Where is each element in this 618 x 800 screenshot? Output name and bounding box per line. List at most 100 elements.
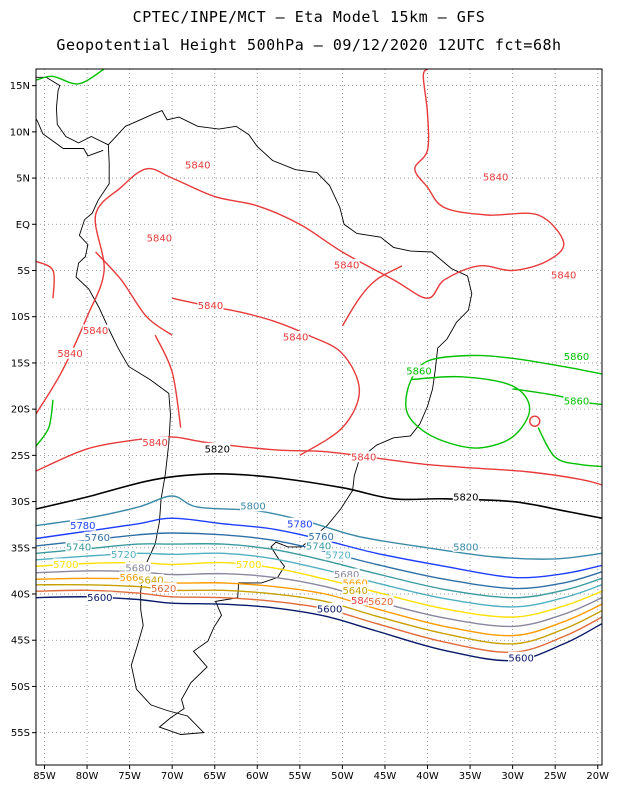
- contour-label-5860: 5860: [564, 396, 589, 407]
- contour-label-bg: [204, 442, 231, 454]
- lon-tick-label: 50W: [331, 771, 354, 782]
- lon-tick-label: 45W: [374, 771, 397, 782]
- lon-tick-label: 60W: [246, 771, 269, 782]
- contour-5820: [36, 472, 602, 519]
- contour-label-bg: [110, 548, 137, 560]
- contour-label-5840: 5840: [283, 333, 308, 344]
- contour-label-bg: [367, 595, 394, 607]
- contour-label-bg: [65, 540, 92, 552]
- contour-5860: [405, 354, 602, 449]
- contour-label-bg: [240, 500, 267, 512]
- contour-label-bg: [350, 451, 377, 463]
- contour-label-5860: 5860: [564, 352, 589, 363]
- contour-label-bg: [84, 531, 111, 543]
- contour-label-5600: 5600: [317, 604, 342, 615]
- lat-tick-label: 15S: [11, 358, 30, 369]
- contour-5860: [537, 427, 602, 468]
- contour-label-5840: 5840: [351, 453, 376, 464]
- lat-tick-label: EQ: [16, 220, 30, 231]
- contour-label-bg: [563, 350, 590, 362]
- contour-label-bg: [69, 519, 96, 531]
- lon-tick-label: 40W: [416, 771, 439, 782]
- contour-label-bg: [563, 394, 590, 406]
- lat-tick-label: 30S: [11, 497, 30, 508]
- contour-label-5740: 5740: [306, 541, 331, 552]
- axis-labels: 15N 10N 5N EQ 5S 10S 15S 20S 25S 30S 35S 40S 45S 50S 5…: [10, 81, 609, 782]
- contour-label-bg: [325, 549, 352, 561]
- contour-label-bg: [125, 562, 152, 574]
- contour-label-5620: 5620: [151, 584, 176, 595]
- contour-label-5740: 5740: [66, 542, 91, 553]
- lat-tick-label: 25S: [11, 451, 30, 462]
- contour-label-5840: 5840: [83, 326, 108, 337]
- lon-tick-label: 20W: [586, 771, 609, 782]
- contour-label-5780: 5780: [287, 519, 312, 530]
- contour-label-bg: [142, 436, 169, 448]
- contour-label-bg: [150, 582, 177, 594]
- lat-tick-label: 35S: [11, 543, 30, 554]
- contour-label-bg: [137, 574, 164, 586]
- contour-label-bg: [482, 171, 509, 183]
- contour-label-bg: [406, 365, 433, 377]
- contour-label-5820: 5820: [205, 444, 230, 455]
- lat-tick-label: 40S: [11, 590, 30, 601]
- contour-label-5840: 5840: [185, 161, 210, 172]
- lat-tick-label: 10S: [11, 312, 30, 323]
- contour-label-bg: [82, 324, 109, 336]
- contour-label-bg: [342, 584, 369, 596]
- contour-5740: [36, 543, 602, 599]
- lon-tick-label: 30W: [501, 771, 524, 782]
- contour-label-5780: 5780: [70, 521, 95, 532]
- contour-5840: [36, 69, 565, 415]
- contour-label-5660: 5660: [119, 573, 144, 584]
- contour-labels: 5840 5840 5840 5840 5840 5840 5840 5840 5840 5840…: [52, 159, 590, 664]
- lon-tick-label: 55W: [289, 771, 312, 782]
- contour-label-bg: [333, 568, 360, 580]
- contour-5840: [172, 297, 361, 456]
- contour-label-5700: 5700: [53, 560, 78, 571]
- contour-label-5620: 5620: [368, 597, 393, 608]
- contour-5840: [341, 265, 403, 327]
- contour-label-5840: 5840: [351, 596, 376, 607]
- coastline-central-america: [36, 76, 109, 146]
- contour-label-5820: 5820: [453, 492, 478, 503]
- contour-label-bg: [57, 347, 84, 359]
- contour-5840: [36, 436, 602, 486]
- contour-label-bg: [52, 558, 79, 570]
- lat-tick-label: 5N: [16, 174, 30, 185]
- title-line-1: CPTEC/INPE/MCT – Eta Model 15km – GFS: [132, 8, 486, 26]
- contour-label-5800: 5800: [453, 542, 478, 553]
- contour-label-5680: 5680: [125, 564, 150, 575]
- contour-label-bg: [550, 269, 577, 281]
- lat-tick-label: 50S: [11, 682, 30, 693]
- contour-5840: [95, 251, 173, 336]
- contour-label-5840: 5840: [334, 260, 359, 271]
- contour-5640: [36, 583, 602, 645]
- lon-tick-label: 75W: [118, 771, 141, 782]
- contour-5780: [36, 517, 602, 579]
- contour-label-bg: [282, 331, 309, 343]
- contour-5860: [36, 69, 105, 85]
- contour-5840: [154, 334, 182, 428]
- lat-tick-label: 15N: [10, 81, 30, 92]
- contour-label-5840: 5840: [198, 301, 223, 312]
- contour-label-bg: [305, 539, 332, 551]
- contour-label-bg: [508, 651, 535, 663]
- contour-label-bg: [333, 258, 360, 270]
- lat-tick-label: 5S: [17, 266, 30, 277]
- contour-5800: [36, 495, 602, 560]
- contour-label-5840: 5840: [142, 438, 167, 449]
- contour-label-5840: 5840: [147, 234, 172, 245]
- contour-label-5600: 5600: [508, 653, 533, 664]
- contour-label-bg: [235, 558, 262, 570]
- title-line-2: Geopotential Height 500hPa – 09/12/2020 …: [56, 36, 562, 54]
- contour-label-5860: 5860: [406, 367, 431, 378]
- contour-label-5760: 5760: [308, 532, 333, 543]
- contour-label-5680: 5680: [334, 570, 359, 581]
- contour-5860: [36, 399, 54, 447]
- lat-tick-label: 20S: [11, 405, 30, 416]
- contour-label-5600: 5600: [87, 593, 112, 604]
- contour-label-bg: [119, 571, 146, 583]
- contour-label-5700: 5700: [236, 560, 261, 571]
- lon-tick-label: 80W: [76, 771, 99, 782]
